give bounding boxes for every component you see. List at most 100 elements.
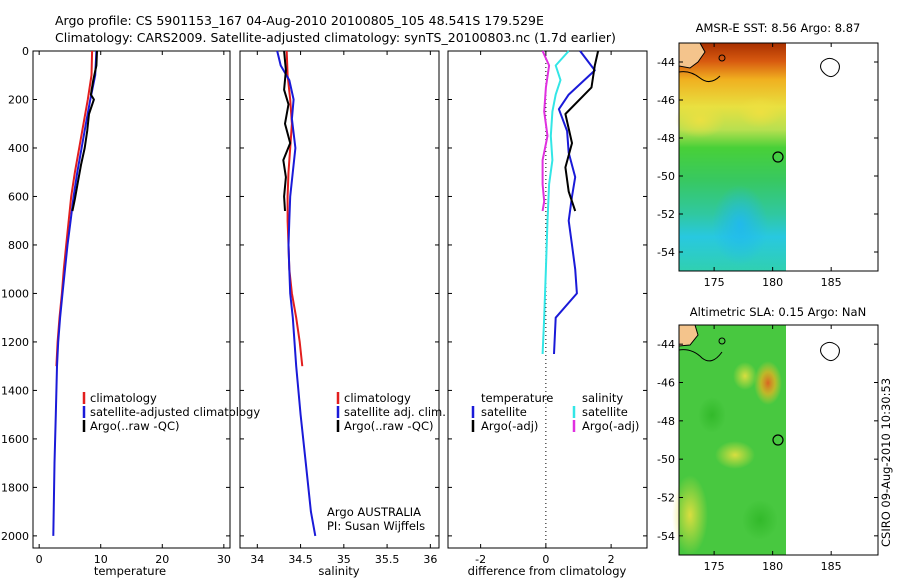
legend-label-sal-satellite: satellite [582, 405, 628, 419]
series-line [553, 50, 596, 355]
difference-legend: temperature satellite Argo(-adj) salinit… [471, 391, 639, 433]
y-tick-label: 1600 [1, 433, 29, 446]
series-line [276, 50, 317, 537]
sst-cold-patch [712, 185, 768, 265]
map-x-tick-label: 175 [704, 560, 725, 573]
series-line [71, 50, 98, 212]
map-x-tick-label: 180 [762, 560, 783, 573]
legend-label-temp-argo: Argo(-adj) [481, 419, 538, 433]
sst-warm-patch [738, 96, 782, 128]
salinity-legend: climatology satellite adj. clim. Argo(..… [336, 391, 446, 433]
map-y-tick-label: -52 [657, 492, 675, 505]
temperature-ticks: 0 10 20 30 0 200 400 600 800 1000 1200 1400 1600 1800… [1, 45, 231, 566]
sst-warm-patch [675, 102, 725, 138]
map-y-tick-label: -54 [657, 530, 675, 543]
argo-position-marker [772, 151, 784, 163]
y-tick-label: 1400 [1, 384, 29, 397]
sst-island [718, 54, 726, 62]
series-line [52, 50, 98, 536]
map-y-tick-label: -52 [657, 208, 675, 221]
series-line [564, 50, 600, 212]
x-tick-label: 35.5 [375, 553, 400, 566]
salinity-panel-frame [239, 50, 440, 549]
y-tick-label: 200 [8, 93, 29, 106]
map-x-tick-label: 175 [704, 276, 725, 289]
sst-map-frame [678, 42, 879, 272]
x-tick-label: -2 [475, 553, 486, 566]
sst-map-ticks: 175 180 185 -44 -46 -48 -50 -52 -54 [657, 43, 878, 289]
y-tick-label: 600 [8, 190, 29, 203]
header-line-2: Climatology: CARS2009. Satellite-adjuste… [55, 30, 616, 45]
sla-island-outline [820, 341, 840, 362]
sla-low-patch [742, 500, 778, 540]
legend-label-argo: Argo(..raw -QC) [344, 419, 434, 433]
difference-panel: -2 0 2 difference from climatology tempera… [447, 50, 648, 578]
series-line [541, 50, 570, 355]
sla-island [718, 337, 726, 345]
sst-map-title: AMSR-E SST: 8.56 Argo: 8.87 [696, 21, 861, 35]
legend-label-satellite-adjusted: satellite-adjusted climatology [90, 405, 260, 419]
header-line-1: Argo profile: CS 5901153_167 04-Aug-2010… [55, 13, 544, 28]
y-tick-label: 1200 [1, 336, 29, 349]
map-y-tick-label: -44 [657, 338, 675, 351]
difference-panel-frame [447, 50, 648, 549]
y-tick-label: 1000 [1, 287, 29, 300]
sla-map: Altimetric SLA: 0.15 Argo: NaN 175 180 185… [657, 305, 879, 573]
salinity-series [276, 50, 317, 537]
series-line [55, 50, 94, 367]
series-line [285, 50, 304, 367]
sla-low-patch [698, 397, 726, 433]
salinity-panel: 34 34.5 35 35.5 36 salinity climatology sate… [239, 50, 446, 578]
x-tick-label: 34 [250, 553, 264, 566]
legend-label-climatology: climatology [344, 391, 411, 405]
salinity-xlabel: salinity [318, 564, 359, 578]
legend-header-temperature: temperature [481, 391, 553, 405]
map-y-tick-label: -50 [657, 453, 675, 466]
legend-label-temp-satellite: satellite [481, 405, 527, 419]
temperature-legend: climatology satellite-adjusted climatolo… [82, 391, 260, 433]
y-tick-label: 800 [8, 239, 29, 252]
temperature-panel: 0 10 20 30 0 200 400 600 800 1000 1200 1400 1600 1800… [1, 45, 260, 578]
map-x-tick-label: 180 [762, 276, 783, 289]
y-tick-label: 1800 [1, 481, 29, 494]
map-y-tick-label: -54 [657, 246, 675, 259]
map-x-tick-label: 185 [821, 276, 842, 289]
temperature-panel-frame [32, 50, 231, 549]
map-y-tick-label: -46 [657, 94, 675, 107]
x-tick-label: 0 [542, 553, 549, 566]
map-y-tick-label: -48 [657, 132, 675, 145]
side-timestamp: CSIRO 09-Aug-2010 10:30:53 [879, 378, 893, 547]
sst-contour [678, 71, 721, 82]
difference-xlabel: difference from climatology [468, 564, 627, 578]
sla-high-patch [754, 361, 782, 405]
x-tick-label: 36 [423, 553, 437, 566]
sla-patch [672, 475, 708, 555]
map-y-tick-label: -46 [657, 377, 675, 390]
map-x-tick-label: 185 [821, 560, 842, 573]
annotation-pi: PI: Susan Wijffels [327, 519, 425, 533]
x-tick-label: 20 [155, 553, 169, 566]
sla-map-ticks: 175 180 185 -44 -46 -48 -50 -52 -54 [657, 325, 878, 573]
map-y-tick-label: -50 [657, 170, 675, 183]
difference-series [541, 50, 600, 355]
sst-map: AMSR-E SST: 8.56 Argo: 8.87 [657, 21, 879, 289]
sla-contour [678, 349, 723, 362]
x-tick-label: 34.5 [288, 553, 313, 566]
sla-map-frame [678, 324, 879, 556]
x-tick-label: 35 [337, 553, 351, 566]
sst-island-outline [820, 57, 840, 78]
x-tick-label: 0 [36, 553, 43, 566]
x-tick-label: 2 [608, 553, 615, 566]
difference-ticks: -2 0 2 [448, 50, 647, 566]
y-tick-label: 2000 [1, 530, 29, 543]
map-y-tick-label: -44 [657, 56, 675, 69]
temperature-series [52, 50, 98, 536]
salinity-ticks: 34 34.5 35 35.5 36 [240, 50, 439, 566]
legend-label-satellite: satellite adj. clim. [344, 405, 446, 419]
series-line [541, 50, 551, 212]
sla-patch [715, 441, 755, 469]
x-tick-label: 10 [94, 553, 108, 566]
y-tick-label: 400 [8, 142, 29, 155]
sla-patch [733, 362, 757, 390]
